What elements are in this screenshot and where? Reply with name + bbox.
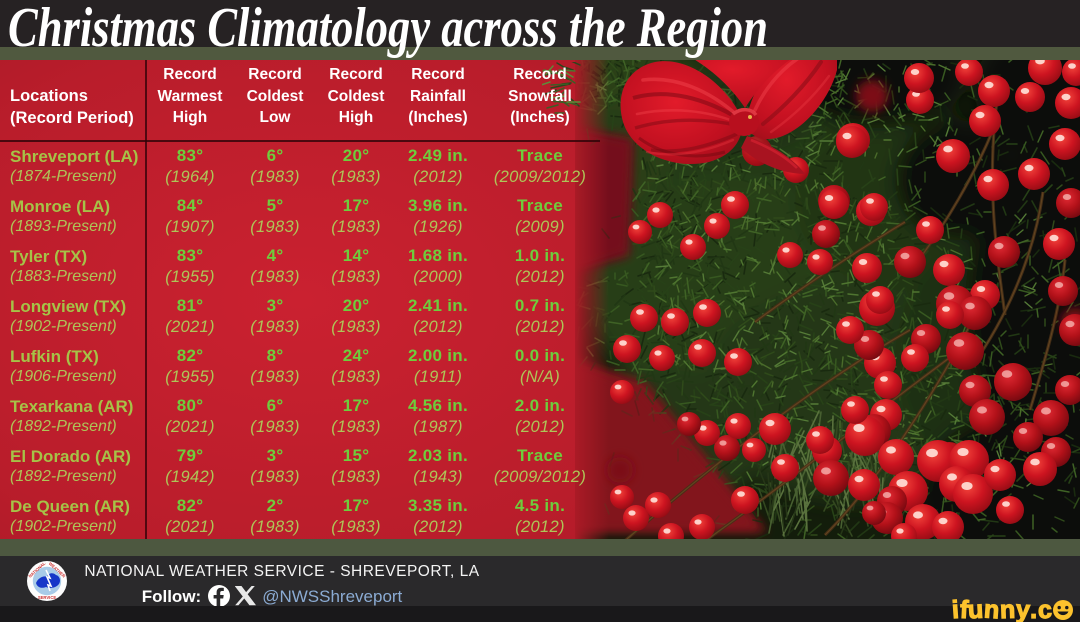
svg-text:SERVICE: SERVICE	[38, 595, 57, 600]
svg-text:Christmas Climatology across t: Christmas Climatology across the Region	[8, 0, 768, 59]
